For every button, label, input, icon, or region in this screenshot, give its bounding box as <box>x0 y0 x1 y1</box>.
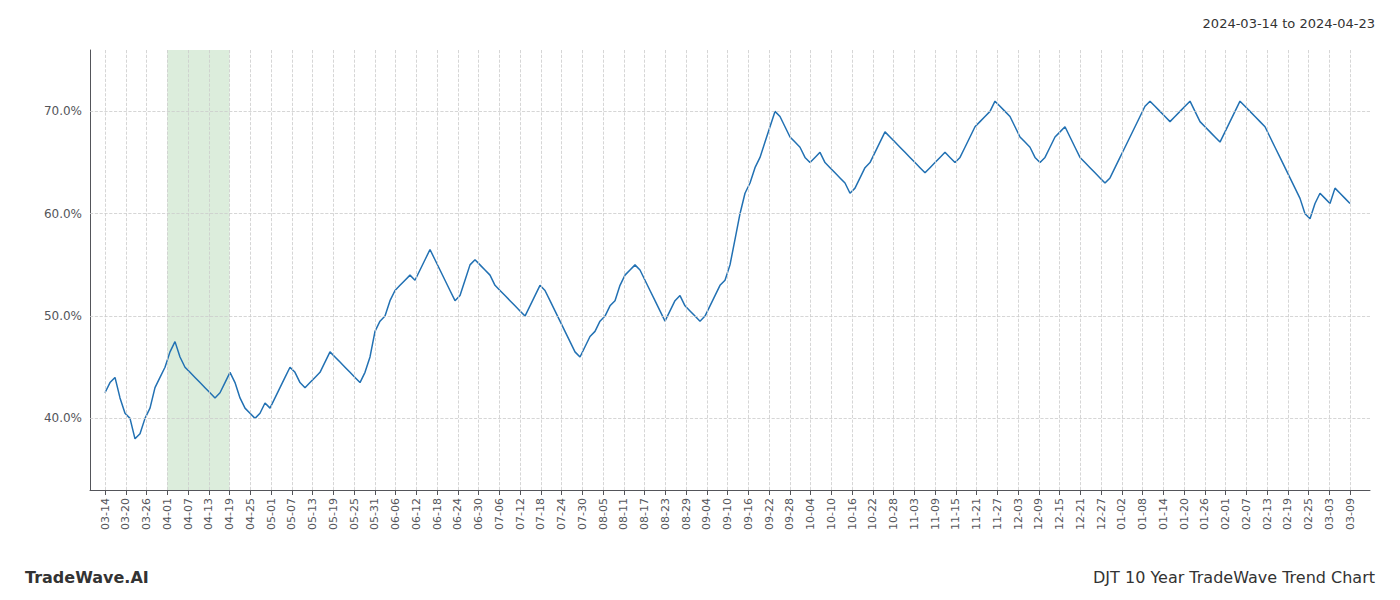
svg-text:04-25: 04-25 <box>244 498 257 530</box>
svg-text:05-31: 05-31 <box>368 498 381 530</box>
svg-text:05-25: 05-25 <box>348 498 361 530</box>
svg-text:12-21: 12-21 <box>1074 498 1087 530</box>
svg-text:50.0%: 50.0% <box>44 309 82 323</box>
svg-text:06-30: 06-30 <box>472 498 485 530</box>
svg-text:01-26: 01-26 <box>1198 498 1211 530</box>
svg-text:11-27: 11-27 <box>991 498 1004 530</box>
svg-text:07-30: 07-30 <box>576 498 589 530</box>
svg-text:11-03: 11-03 <box>908 498 921 530</box>
svg-text:12-09: 12-09 <box>1032 498 1045 530</box>
svg-text:09-28: 09-28 <box>783 498 796 530</box>
svg-text:08-23: 08-23 <box>659 498 672 530</box>
svg-text:12-15: 12-15 <box>1053 498 1066 530</box>
svg-text:10-28: 10-28 <box>887 498 900 530</box>
svg-text:01-20: 01-20 <box>1178 498 1191 530</box>
svg-text:07-06: 07-06 <box>493 498 506 530</box>
svg-text:04-13: 04-13 <box>202 498 215 530</box>
svg-text:07-24: 07-24 <box>555 498 568 530</box>
svg-text:09-04: 09-04 <box>700 498 713 530</box>
svg-text:40.0%: 40.0% <box>44 411 82 425</box>
svg-text:09-22: 09-22 <box>763 498 776 530</box>
svg-text:12-03: 12-03 <box>1012 498 1025 530</box>
svg-text:60.0%: 60.0% <box>44 207 82 221</box>
svg-text:02-19: 02-19 <box>1281 498 1294 530</box>
svg-text:02-01: 02-01 <box>1219 498 1232 530</box>
svg-text:01-02: 01-02 <box>1115 498 1128 530</box>
svg-text:08-17: 08-17 <box>638 498 651 530</box>
svg-text:03-20: 03-20 <box>119 498 132 530</box>
svg-text:05-01: 05-01 <box>265 498 278 530</box>
svg-text:07-18: 07-18 <box>534 498 547 530</box>
svg-text:12-27: 12-27 <box>1095 498 1108 530</box>
svg-text:70.0%: 70.0% <box>44 104 82 118</box>
svg-text:05-07: 05-07 <box>285 498 298 530</box>
svg-text:05-19: 05-19 <box>327 498 340 530</box>
svg-text:06-06: 06-06 <box>389 498 402 530</box>
svg-text:01-08: 01-08 <box>1136 498 1149 530</box>
svg-text:03-09: 03-09 <box>1344 498 1357 530</box>
svg-text:01-14: 01-14 <box>1157 498 1170 530</box>
svg-text:03-26: 03-26 <box>140 498 153 530</box>
svg-text:03-14: 03-14 <box>99 498 112 530</box>
svg-text:10-10: 10-10 <box>825 498 838 530</box>
svg-text:TradeWave.AI: TradeWave.AI <box>25 568 149 587</box>
svg-text:02-07: 02-07 <box>1240 498 1253 530</box>
svg-text:11-21: 11-21 <box>970 498 983 530</box>
svg-text:11-15: 11-15 <box>949 498 962 530</box>
svg-text:08-11: 08-11 <box>617 498 630 530</box>
svg-text:04-07: 04-07 <box>182 498 195 530</box>
svg-text:04-19: 04-19 <box>223 498 236 530</box>
svg-text:06-12: 06-12 <box>410 498 423 530</box>
svg-text:09-16: 09-16 <box>742 498 755 530</box>
svg-text:06-18: 06-18 <box>431 498 444 530</box>
svg-text:10-16: 10-16 <box>846 498 859 530</box>
svg-text:02-13: 02-13 <box>1261 498 1274 530</box>
svg-text:2024-03-14 to 2024-04-23: 2024-03-14 to 2024-04-23 <box>1203 16 1375 31</box>
svg-text:DJT 10 Year TradeWave Trend Ch: DJT 10 Year TradeWave Trend Chart <box>1093 568 1375 587</box>
svg-text:09-10: 09-10 <box>721 498 734 530</box>
svg-text:02-25: 02-25 <box>1302 498 1315 530</box>
svg-text:04-01: 04-01 <box>161 498 174 530</box>
svg-text:03-03: 03-03 <box>1323 498 1336 530</box>
svg-text:05-13: 05-13 <box>306 498 319 530</box>
svg-text:06-24: 06-24 <box>451 498 464 530</box>
svg-text:11-09: 11-09 <box>929 498 942 530</box>
svg-text:08-29: 08-29 <box>680 498 693 530</box>
svg-text:10-04: 10-04 <box>804 498 817 530</box>
svg-text:08-05: 08-05 <box>597 498 610 530</box>
svg-text:10-22: 10-22 <box>866 498 879 530</box>
svg-text:07-12: 07-12 <box>514 498 527 530</box>
